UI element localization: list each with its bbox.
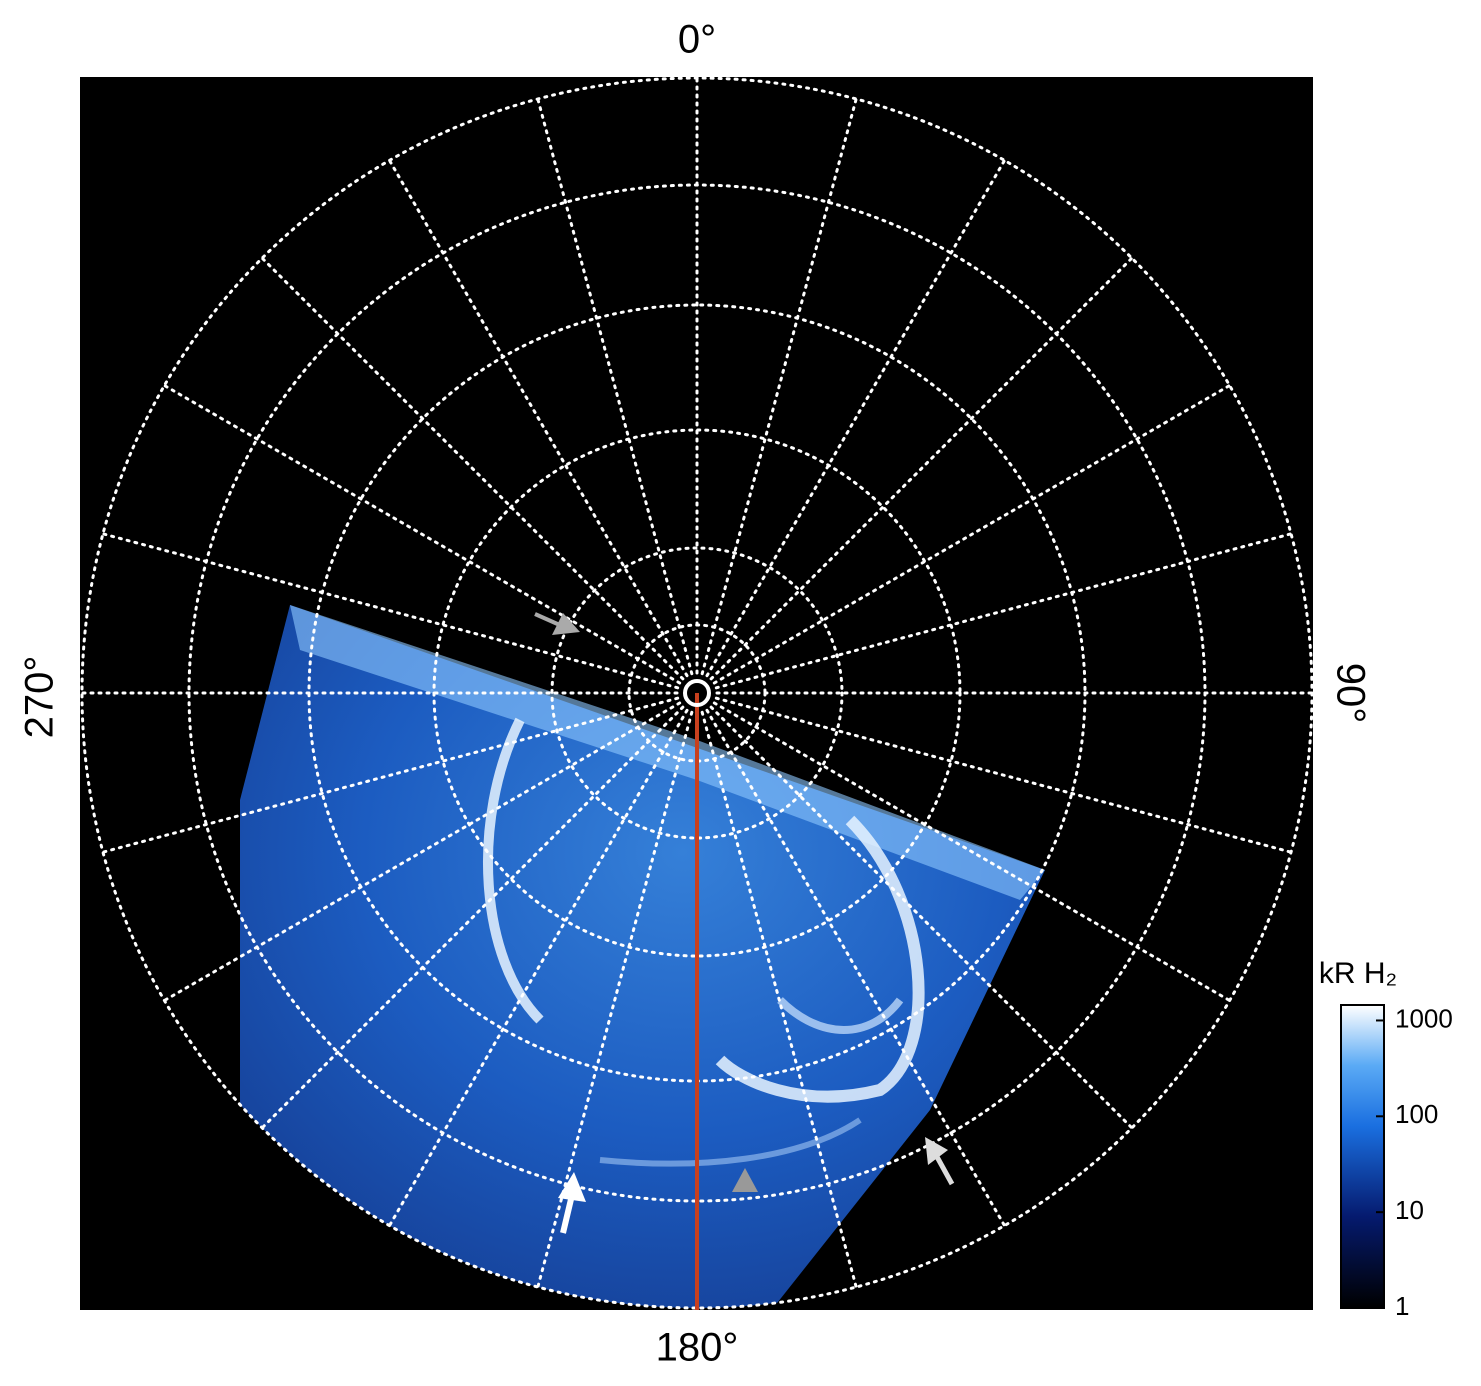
grid-spoke (101, 532, 680, 690)
colorbar (1340, 1004, 1385, 1309)
grid-spoke (705, 158, 1006, 678)
longitude-label: 180° (656, 1326, 739, 1370)
polar-grid (80, 76, 1314, 1310)
pole-marker (683, 679, 711, 707)
grid-spoke (709, 256, 1134, 681)
arrow (558, 1172, 586, 1202)
colorbar-tick-label: 10 (1395, 1195, 1424, 1225)
arrow (560, 1194, 575, 1234)
longitude-label: 270° (18, 656, 62, 739)
colorbar-tick-label: 100 (1395, 1099, 1438, 1129)
grid-spoke (712, 384, 1232, 685)
colorbar-tick-label: 1 (1395, 1291, 1409, 1321)
grid-spoke (714, 696, 1293, 854)
grid-spoke (536, 97, 694, 676)
grid-spoke (162, 701, 682, 1002)
grid-spoke (101, 696, 680, 854)
arrow (552, 613, 580, 635)
grid-spoke (260, 256, 685, 681)
arrow (933, 1153, 955, 1186)
arrow (732, 1168, 758, 1192)
grid-circle (550, 546, 844, 840)
colorbar-label: kR H₂ (1319, 957, 1397, 990)
grid-spoke (700, 97, 858, 676)
grid-spoke (712, 701, 1232, 1002)
colorbar-axis: 1 10 100 1000 (1376, 1003, 1453, 1321)
arrow (925, 1137, 948, 1165)
grid-spoke (709, 705, 1134, 1130)
longitude-label: 90° (1328, 663, 1372, 724)
longitude-label: 0° (678, 18, 716, 62)
grid-spoke (700, 710, 858, 1289)
grid-spoke (260, 705, 685, 1130)
grid-spoke (714, 532, 1293, 690)
grid-spoke (388, 158, 689, 678)
colorbar-tick-label: 1000 (1395, 1003, 1453, 1033)
grid-spoke (705, 708, 1006, 1228)
arrow (534, 612, 563, 628)
grid-spoke (388, 708, 689, 1228)
grid-spoke (162, 384, 682, 685)
